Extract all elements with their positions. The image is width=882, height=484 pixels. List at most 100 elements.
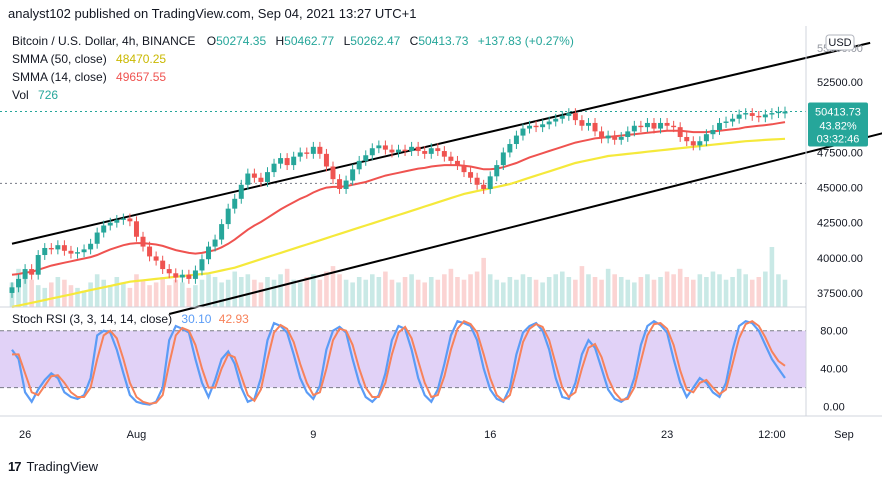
- tradingview-logo-icon: 17: [8, 459, 22, 474]
- volume-bar: [717, 274, 722, 307]
- candle-body: [48, 247, 54, 250]
- candle: [173, 268, 179, 283]
- candle-body: [107, 222, 113, 226]
- volume-bar: [219, 282, 224, 307]
- candle-body: [677, 127, 683, 137]
- candle-body: [507, 144, 513, 153]
- volume-bar: [579, 266, 585, 307]
- stoch-tick-label: 0.00: [823, 402, 844, 414]
- candle: [186, 269, 192, 284]
- volume-bar: [566, 277, 572, 307]
- volume-bar: [749, 279, 755, 307]
- volume-bar: [776, 274, 781, 307]
- candle: [605, 130, 611, 144]
- volume-bar: [677, 268, 683, 307]
- volume-bar: [756, 277, 762, 307]
- candle-body: [245, 173, 251, 185]
- candle-body: [540, 124, 546, 128]
- candle-body: [114, 219, 120, 223]
- candle-body: [382, 145, 388, 150]
- volume-bar: [763, 271, 768, 307]
- last-percent: 43.82%: [819, 121, 857, 133]
- candle: [618, 132, 624, 145]
- candle: [206, 241, 212, 265]
- candle: [566, 108, 572, 121]
- currency-button[interactable]: USD: [825, 34, 855, 51]
- candle: [330, 161, 336, 185]
- candle-body: [428, 148, 434, 154]
- candle: [500, 147, 506, 171]
- volume-bar: [638, 277, 644, 307]
- volume-bar: [147, 285, 152, 307]
- candle-body: [232, 198, 238, 209]
- candle: [337, 174, 343, 194]
- volume-bar: [599, 279, 604, 307]
- candle: [192, 265, 198, 284]
- candle: [422, 146, 428, 159]
- price-axis[interactable]: 37500.00 40000.00 42500.00 45000.00 47500.00…: [817, 43, 863, 300]
- volume-bar: [29, 279, 34, 307]
- candle: [323, 148, 329, 172]
- stoch-tick-label: 40.00: [820, 364, 848, 376]
- candle: [559, 111, 565, 124]
- volume-bar: [592, 277, 598, 307]
- candle: [101, 220, 107, 238]
- price-pane[interactable]: [0, 41, 882, 315]
- candle: [553, 113, 559, 127]
- volume-bar: [658, 277, 663, 307]
- candle-body: [350, 169, 356, 181]
- stoch-rsi-pane[interactable]: [0, 319, 806, 406]
- candle: [61, 240, 67, 256]
- volume-bar: [160, 277, 165, 307]
- candle-body: [644, 122, 650, 128]
- candle: [546, 116, 552, 130]
- candle: [428, 143, 434, 159]
- volume-bar: [514, 279, 519, 307]
- volume-bar: [415, 279, 421, 307]
- candle: [68, 245, 74, 259]
- candle: [212, 234, 218, 252]
- candle: [402, 144, 408, 156]
- candle: [9, 282, 15, 298]
- candle-body: [664, 122, 670, 126]
- candle-body: [415, 146, 421, 152]
- volume-bar: [356, 277, 362, 307]
- volume-bar: [370, 274, 375, 307]
- candle: [697, 136, 703, 151]
- volume-bar: [428, 277, 434, 307]
- candle: [382, 140, 388, 155]
- candle-body: [271, 163, 277, 173]
- candle: [160, 255, 166, 274]
- candle: [120, 213, 126, 225]
- volume-bar: [520, 274, 526, 307]
- candle: [756, 111, 762, 123]
- stoch-axis[interactable]: 0.00 40.00 80.00: [820, 326, 848, 414]
- volume-bar: [258, 282, 264, 307]
- candle: [81, 244, 87, 258]
- candle: [264, 167, 270, 187]
- candle-body: [225, 208, 231, 225]
- volume-bar: [494, 279, 500, 307]
- candle: [671, 120, 677, 133]
- candle: [232, 193, 238, 214]
- volume-bar: [114, 277, 120, 307]
- candle: [441, 146, 447, 162]
- volume-bar: [88, 282, 93, 307]
- candle: [258, 172, 264, 187]
- chart-area[interactable]: 37500.00 40000.00 42500.00 45000.00 47500.00…: [0, 26, 882, 451]
- time-axis[interactable]: 26 Aug 9 16 23 12:00 Sep: [19, 429, 854, 441]
- candle: [29, 264, 35, 280]
- candle-body: [29, 269, 35, 275]
- candle-body: [140, 236, 146, 247]
- candle-body: [638, 125, 644, 128]
- channel-lower-line: [168, 132, 882, 315]
- candle: [435, 143, 441, 156]
- candle: [350, 164, 356, 186]
- volume-bar: [474, 271, 480, 307]
- volume-bar: [127, 287, 133, 307]
- candle-body: [55, 245, 61, 250]
- candle-body: [369, 148, 375, 156]
- volume-bar: [186, 287, 192, 307]
- candle: [199, 254, 205, 276]
- price-tick-label: 52500.00: [817, 77, 863, 89]
